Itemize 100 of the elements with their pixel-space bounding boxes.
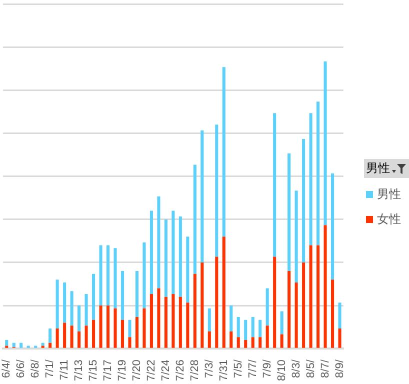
bar — [178, 296, 182, 348]
bar — [186, 302, 190, 348]
bar — [316, 102, 320, 246]
bar — [186, 236, 190, 303]
bar — [251, 337, 254, 348]
bar — [142, 242, 146, 308]
x-tick-label: 7/15 — [88, 360, 100, 382]
x-tick-label: 7/19 — [116, 360, 129, 382]
x-tick-label: 7/3/ — [203, 358, 216, 378]
bar — [78, 306, 81, 332]
bar — [99, 306, 102, 348]
bar — [5, 340, 8, 346]
bar — [244, 340, 248, 348]
bar — [266, 288, 269, 326]
bar — [20, 342, 23, 348]
bar — [236, 337, 240, 348]
bar — [280, 334, 284, 348]
bar — [244, 320, 248, 340]
bar — [316, 245, 320, 348]
x-tick-label: 7/26 — [174, 360, 186, 382]
legend-label: 男性 — [377, 186, 401, 203]
bar — [193, 164, 196, 274]
bar — [120, 320, 124, 348]
x-tick-label: 7/28 — [188, 360, 201, 382]
bar — [258, 320, 262, 338]
bar — [273, 256, 276, 348]
bar — [338, 328, 342, 348]
x-tick-label: 7/7/ — [246, 358, 259, 378]
bar — [99, 245, 102, 306]
bar — [150, 294, 153, 348]
bar — [114, 248, 117, 308]
bar — [84, 294, 88, 326]
bar — [230, 306, 233, 332]
bar — [157, 196, 160, 288]
bar — [200, 130, 204, 262]
bar — [56, 328, 59, 348]
bar — [84, 326, 88, 348]
x-tick-label: 7/9/ — [261, 358, 274, 378]
bar — [338, 302, 342, 328]
bar — [330, 173, 334, 280]
bar — [128, 337, 132, 348]
bar — [92, 274, 96, 320]
bar — [172, 294, 175, 348]
bar — [266, 326, 269, 348]
bar — [70, 291, 74, 326]
x-tick-label: 7/13 — [73, 360, 86, 382]
x-tick-label: 8/7/ — [319, 358, 332, 378]
bar — [288, 271, 291, 348]
bar — [302, 262, 306, 348]
bar — [222, 67, 226, 237]
bar — [157, 288, 160, 348]
x-tick-label: 6/4/ — [0, 358, 13, 378]
bar — [135, 271, 138, 318]
bar — [70, 326, 74, 348]
bar — [56, 280, 59, 328]
bar — [208, 308, 211, 332]
x-tick-label: 7/5/ — [232, 358, 244, 378]
x-tick-label: 8/3/ — [290, 358, 302, 378]
bar — [92, 320, 96, 348]
bar — [215, 256, 218, 348]
bar — [258, 337, 262, 348]
bar — [114, 308, 117, 348]
bar — [309, 113, 312, 246]
x-tick-label: 6/8/ — [30, 358, 42, 378]
x-tick-label: 7/1/ — [44, 358, 56, 378]
bar — [106, 306, 110, 348]
bar — [294, 282, 298, 348]
bar — [78, 331, 81, 348]
bar — [280, 311, 284, 334]
bar — [230, 331, 233, 348]
bar — [128, 320, 132, 338]
x-tick-label: 6/6/ — [15, 358, 28, 378]
bar — [273, 113, 276, 257]
bar — [164, 296, 168, 348]
bar — [324, 61, 327, 226]
bar — [135, 317, 138, 348]
bar — [48, 328, 52, 343]
bar — [150, 210, 153, 294]
x-tick-label: 8/9/ — [334, 358, 346, 378]
bar — [302, 138, 306, 262]
x-tick-label: 7/20 — [131, 360, 144, 382]
bar — [106, 245, 110, 306]
bar — [120, 271, 124, 320]
bar — [63, 282, 66, 323]
bar — [12, 342, 16, 348]
bar — [172, 210, 175, 294]
bar — [222, 236, 226, 348]
x-tick-label: 8/5/ — [304, 358, 317, 378]
bar — [178, 216, 182, 297]
bar — [324, 225, 327, 348]
bar — [200, 262, 204, 348]
x-tick-label: 7/11 — [58, 360, 71, 380]
bar — [48, 342, 52, 348]
bar — [208, 331, 211, 348]
bar — [193, 274, 196, 348]
bar — [215, 124, 218, 257]
bar — [330, 280, 334, 348]
x-tick-label: 7/24 — [160, 360, 172, 382]
legend-label: 女性 — [377, 211, 401, 228]
bar — [142, 308, 146, 348]
